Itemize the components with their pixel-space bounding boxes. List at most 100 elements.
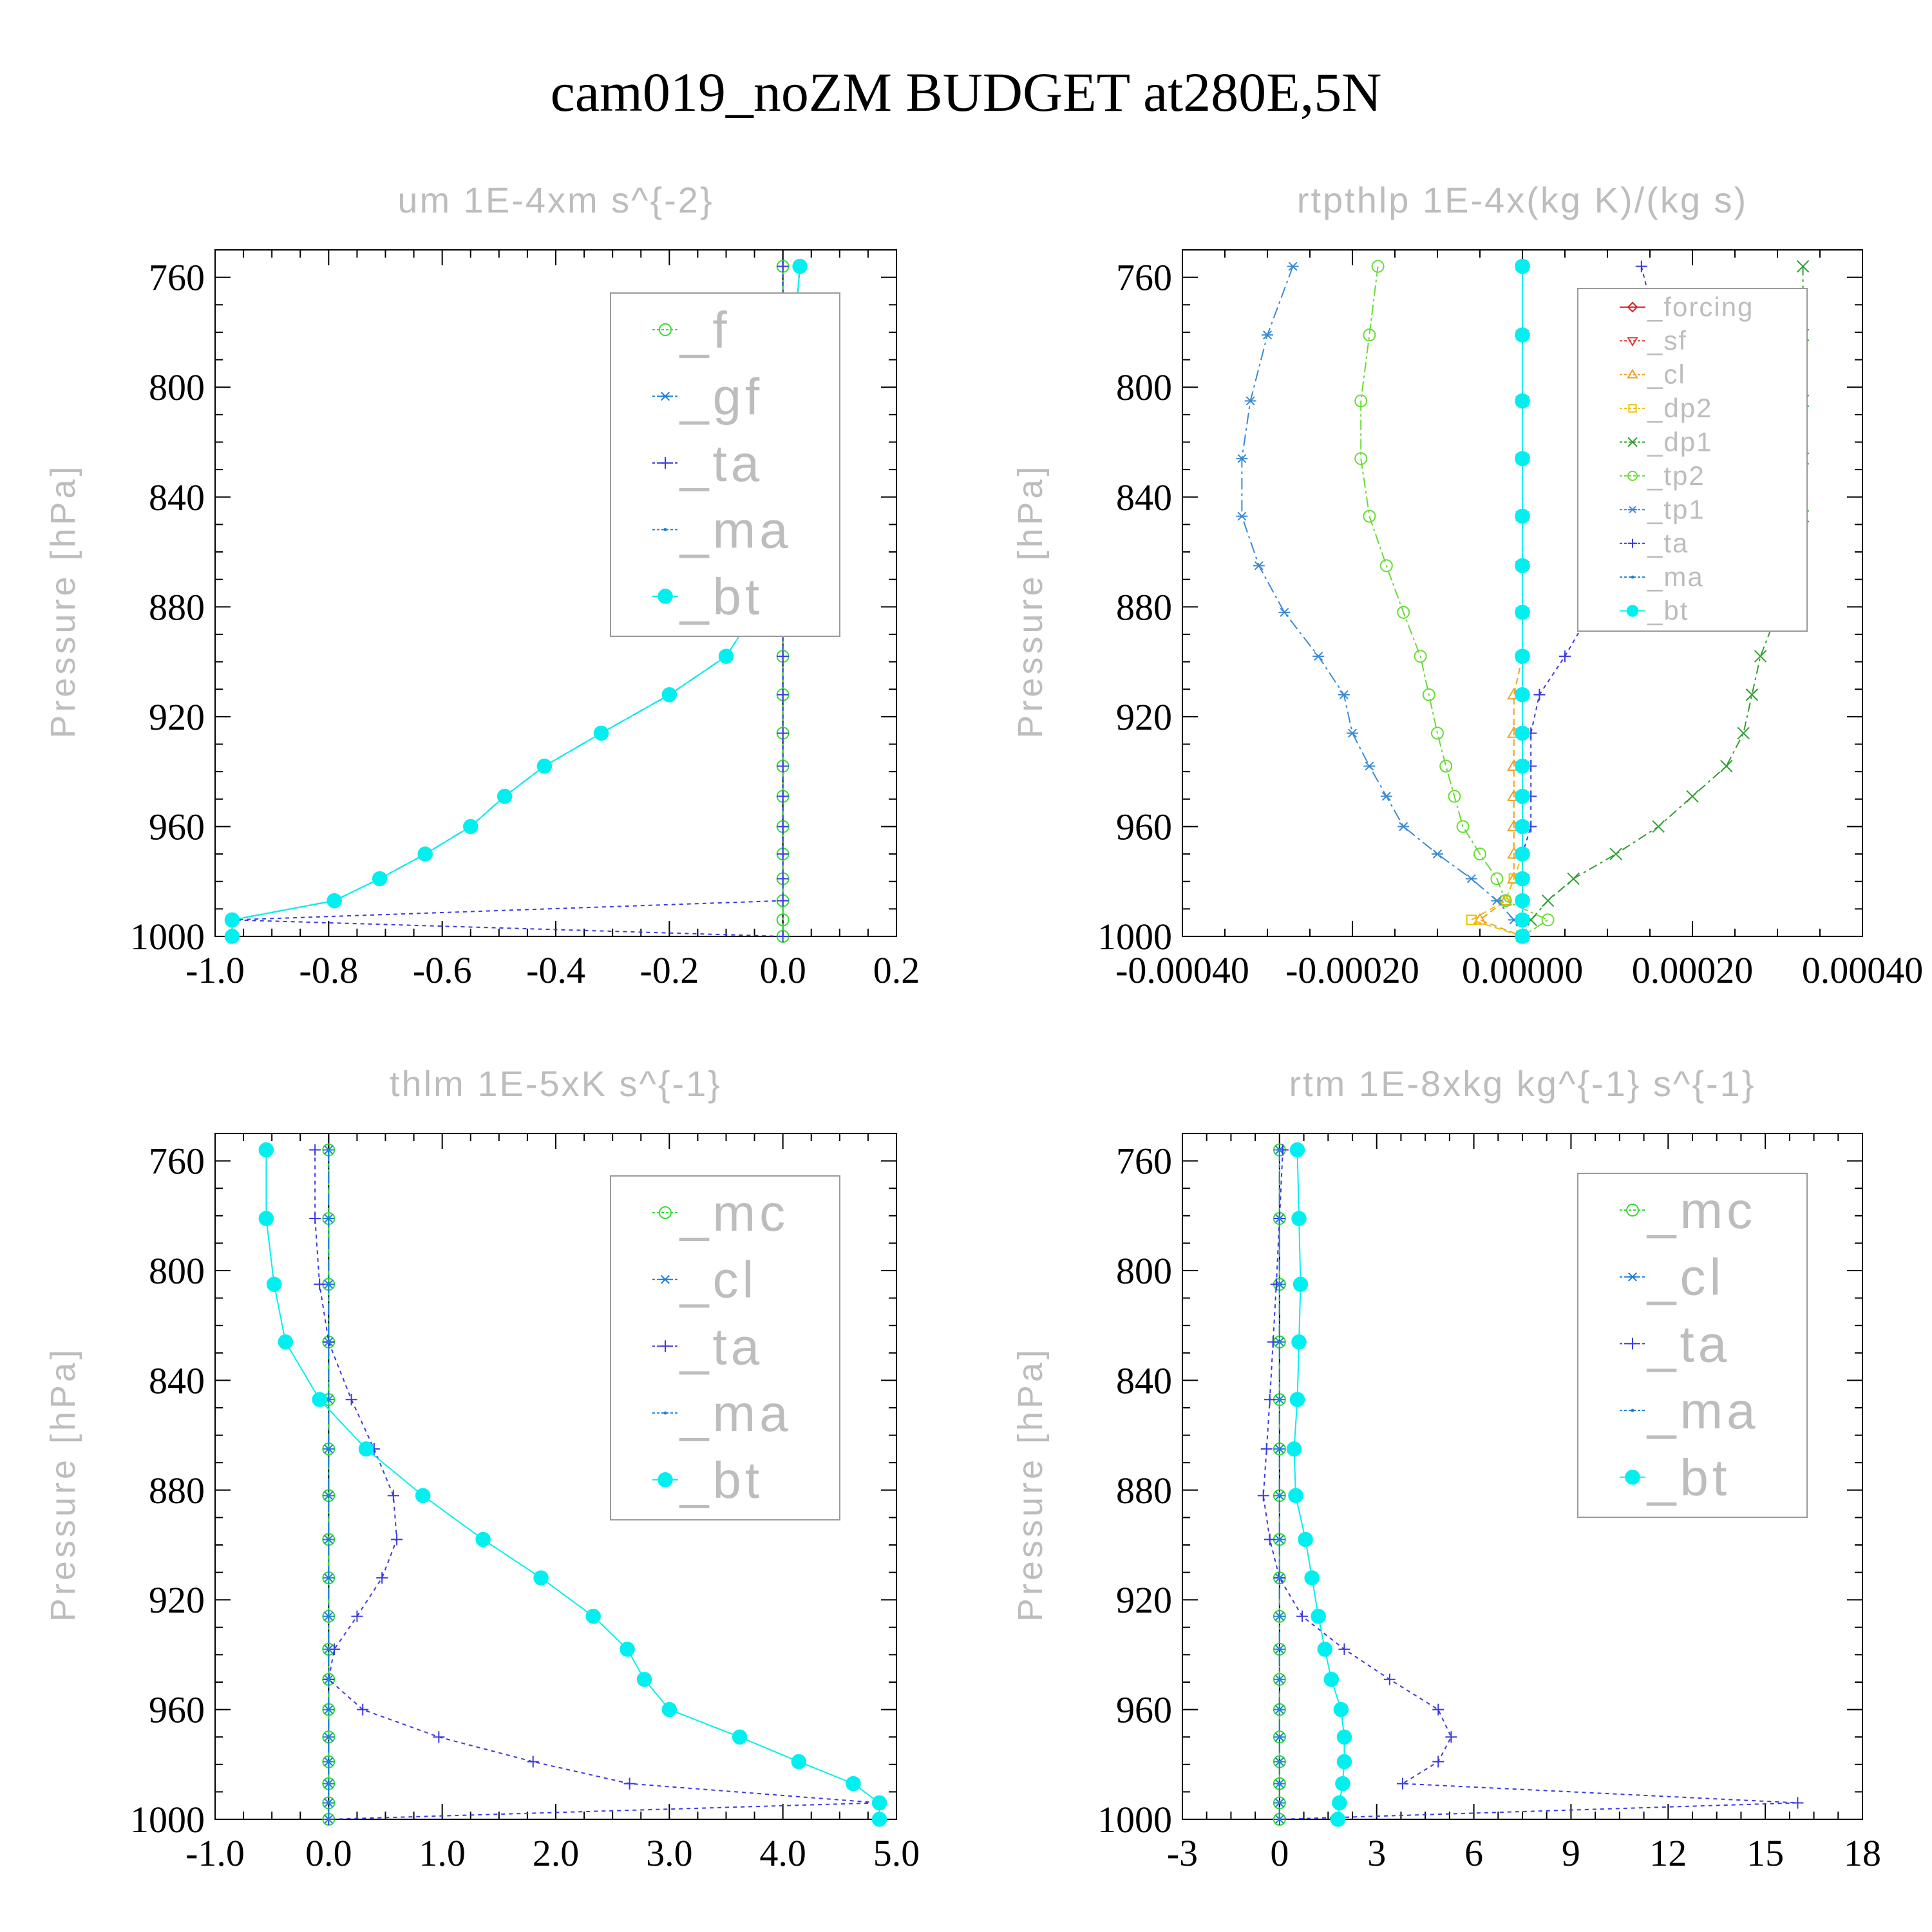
data-point xyxy=(1264,1394,1276,1406)
data-point xyxy=(777,790,789,802)
x-tick-label: -1.0 xyxy=(185,1832,245,1874)
data-point xyxy=(1278,1537,1282,1541)
data-point xyxy=(1278,1447,1282,1451)
legend-swatch-marker xyxy=(1627,437,1638,448)
legend-swatch-marker xyxy=(663,527,667,531)
data-point xyxy=(533,1570,549,1586)
data-point xyxy=(1541,913,1555,927)
data-point xyxy=(1396,1777,1408,1790)
data-point xyxy=(585,1609,601,1624)
y-axis-label: Pressure [hPa] xyxy=(1011,1347,1050,1622)
data-point xyxy=(777,931,789,942)
x-tick-label: 4.0 xyxy=(759,1832,806,1874)
legend-swatch-marker xyxy=(659,1274,671,1284)
legend-swatch-marker xyxy=(1628,506,1637,513)
data-point xyxy=(1432,1756,1444,1768)
data-point xyxy=(266,1276,282,1293)
data-point xyxy=(1278,1340,1282,1344)
data-point xyxy=(1296,1610,1309,1622)
data-point xyxy=(1414,650,1427,663)
data-point xyxy=(327,1678,330,1681)
data-point xyxy=(417,846,433,862)
y-tick-label: 920 xyxy=(149,1579,205,1621)
figure-title: cam019_noZM BUDGET at280E,5N xyxy=(551,61,1382,123)
data-point xyxy=(871,1812,887,1827)
legend-swatch-marker xyxy=(1627,301,1638,313)
legend-label: _ta xyxy=(679,1318,763,1375)
data-point xyxy=(327,1282,330,1286)
data-point xyxy=(1465,874,1477,884)
y-axis-label: Pressure [hPa] xyxy=(1011,463,1050,738)
data-point xyxy=(1298,1531,1313,1548)
data-point xyxy=(1304,1570,1320,1586)
data-point xyxy=(387,1490,399,1502)
data-point xyxy=(1473,913,1487,925)
x-tick-label: -0.8 xyxy=(299,949,358,991)
panel-um: um 1E-4xm s^{-2} Pressure [hPa] 760 800 840 8… xyxy=(44,180,920,991)
data-point xyxy=(776,913,790,927)
legend: _forcing_sf _cl_dp2_dp1_tp2_tp1 _ta _ma _bt xyxy=(1577,288,1808,632)
legend-swatch-marker xyxy=(659,1206,672,1220)
data-point xyxy=(1291,1334,1307,1350)
data-point xyxy=(1515,605,1530,620)
data-point xyxy=(475,1531,491,1548)
data-point xyxy=(1567,872,1580,886)
data-point xyxy=(1456,820,1470,833)
y-tick-label: 920 xyxy=(1116,696,1172,738)
legend-label: _bt xyxy=(679,1452,763,1509)
series-bt xyxy=(258,1142,887,1827)
data-point xyxy=(1278,607,1291,617)
series-tp1 xyxy=(1236,261,1528,942)
data-point xyxy=(1278,1708,1282,1712)
data-point xyxy=(1466,914,1477,925)
y-axis-label: Pressure [hPa] xyxy=(44,463,82,738)
legend-label: _dp1 xyxy=(1647,426,1712,457)
data-point xyxy=(224,929,240,944)
data-point xyxy=(1792,1797,1804,1809)
data-point xyxy=(1515,929,1530,944)
data-point xyxy=(1652,820,1665,833)
data-point xyxy=(1754,650,1767,663)
y-tick-label: 840 xyxy=(1116,1359,1172,1401)
y-tick-label: 960 xyxy=(149,806,205,848)
x-tick-label: 0.00000 xyxy=(1462,949,1584,991)
legend-swatch-marker xyxy=(1627,1338,1638,1350)
legend-box xyxy=(610,1175,840,1520)
legend-swatch-marker xyxy=(1627,337,1638,347)
data-point xyxy=(1397,605,1410,619)
data-point xyxy=(327,1801,330,1804)
data-point xyxy=(1515,788,1530,804)
series-bt xyxy=(1515,258,1530,944)
data-point xyxy=(415,1488,431,1504)
data-point xyxy=(623,1777,636,1790)
legend-label: _ma xyxy=(679,501,792,558)
data-point xyxy=(1330,1812,1346,1827)
data-point xyxy=(1515,871,1530,887)
chart-panels: um 1E-4xm s^{-2} Pressure [hPa] 760 800 840 8… xyxy=(44,180,1923,1874)
data-point xyxy=(1278,1397,1282,1401)
data-point xyxy=(1533,688,1546,701)
data-point xyxy=(258,1211,274,1226)
y-tick-label: 1000 xyxy=(130,916,205,958)
legend-swatch-marker xyxy=(1626,605,1639,617)
data-point xyxy=(1515,508,1530,524)
data-point xyxy=(1515,758,1530,774)
legend-label: _ma xyxy=(1646,1382,1759,1439)
data-point xyxy=(1336,1754,1352,1770)
data-point xyxy=(777,727,789,739)
legend-label: _ma xyxy=(1647,562,1704,592)
x-tick-label: 0.0 xyxy=(759,949,806,991)
legend-swatch-marker xyxy=(1627,1272,1638,1282)
data-point xyxy=(1422,688,1435,701)
data-point xyxy=(1278,1647,1282,1651)
x-tick-label: 0.00040 xyxy=(1802,949,1924,991)
legend-label: _ta xyxy=(1646,1315,1730,1372)
series-bt xyxy=(1286,1142,1352,1827)
data-point xyxy=(1257,1490,1269,1502)
data-point xyxy=(593,725,609,741)
data-point xyxy=(1311,1609,1326,1624)
legend-label: _dp2 xyxy=(1647,393,1712,423)
data-point xyxy=(871,1795,887,1811)
data-point xyxy=(1278,1282,1282,1286)
y-tick-label: 760 xyxy=(149,257,205,299)
